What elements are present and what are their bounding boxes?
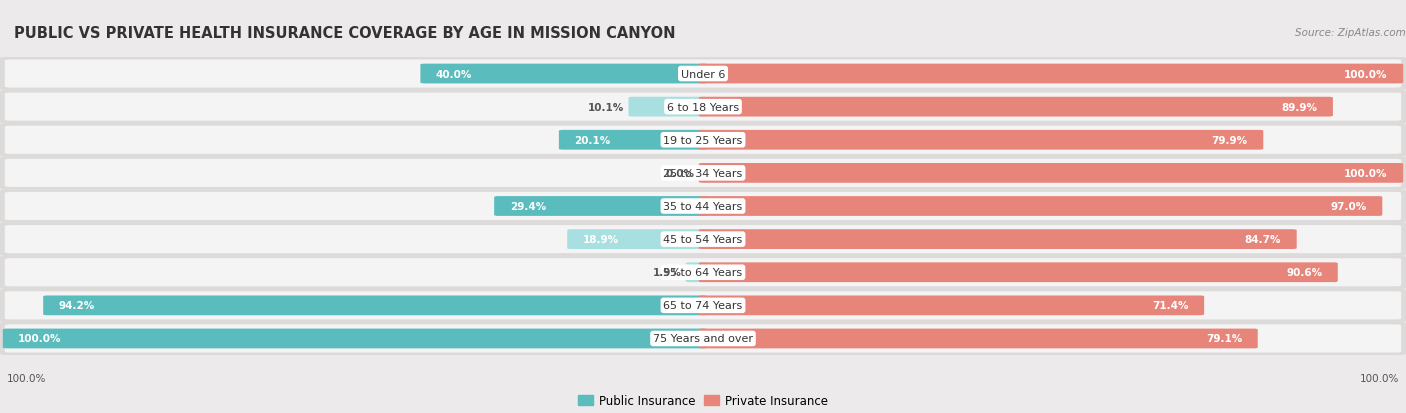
- Text: 97.0%: 97.0%: [1330, 202, 1367, 211]
- Text: 35 to 44 Years: 35 to 44 Years: [664, 202, 742, 211]
- FancyBboxPatch shape: [699, 197, 1382, 216]
- Text: 89.9%: 89.9%: [1281, 102, 1317, 112]
- Legend: Public Insurance, Private Insurance: Public Insurance, Private Insurance: [574, 389, 832, 412]
- Text: 45 to 54 Years: 45 to 54 Years: [664, 235, 742, 244]
- FancyBboxPatch shape: [699, 329, 1258, 349]
- Text: 10.1%: 10.1%: [588, 102, 624, 112]
- FancyBboxPatch shape: [0, 157, 1406, 190]
- FancyBboxPatch shape: [4, 192, 1402, 221]
- Text: 55 to 64 Years: 55 to 64 Years: [664, 268, 742, 278]
- Text: PUBLIC VS PRIVATE HEALTH INSURANCE COVERAGE BY AGE IN MISSION CANYON: PUBLIC VS PRIVATE HEALTH INSURANCE COVER…: [14, 26, 675, 40]
- Text: 100.0%: 100.0%: [18, 334, 62, 344]
- Text: 40.0%: 40.0%: [436, 69, 472, 79]
- Text: 6 to 18 Years: 6 to 18 Years: [666, 102, 740, 112]
- FancyBboxPatch shape: [4, 292, 1402, 320]
- FancyBboxPatch shape: [4, 126, 1402, 154]
- FancyBboxPatch shape: [0, 289, 1406, 322]
- Text: 0.0%: 0.0%: [665, 169, 695, 178]
- FancyBboxPatch shape: [699, 164, 1403, 183]
- FancyBboxPatch shape: [0, 124, 1406, 157]
- FancyBboxPatch shape: [0, 91, 1406, 124]
- Text: 18.9%: 18.9%: [582, 235, 619, 244]
- Text: 25 to 34 Years: 25 to 34 Years: [664, 169, 742, 178]
- FancyBboxPatch shape: [699, 64, 1403, 84]
- FancyBboxPatch shape: [44, 296, 707, 316]
- FancyBboxPatch shape: [699, 296, 1204, 316]
- FancyBboxPatch shape: [699, 97, 1333, 117]
- Text: 20.1%: 20.1%: [575, 135, 610, 145]
- FancyBboxPatch shape: [3, 329, 707, 349]
- FancyBboxPatch shape: [0, 256, 1406, 289]
- FancyBboxPatch shape: [494, 197, 707, 216]
- Text: 19 to 25 Years: 19 to 25 Years: [664, 135, 742, 145]
- Text: 90.6%: 90.6%: [1286, 268, 1322, 278]
- FancyBboxPatch shape: [699, 131, 1264, 150]
- FancyBboxPatch shape: [0, 322, 1406, 355]
- Text: 29.4%: 29.4%: [509, 202, 546, 211]
- FancyBboxPatch shape: [686, 263, 707, 282]
- Text: 1.9%: 1.9%: [652, 268, 682, 278]
- FancyBboxPatch shape: [567, 230, 707, 249]
- FancyBboxPatch shape: [560, 131, 707, 150]
- Text: 84.7%: 84.7%: [1244, 235, 1281, 244]
- FancyBboxPatch shape: [699, 263, 1337, 282]
- FancyBboxPatch shape: [628, 97, 707, 117]
- Text: 65 to 74 Years: 65 to 74 Years: [664, 301, 742, 311]
- FancyBboxPatch shape: [4, 60, 1402, 88]
- Text: Source: ZipAtlas.com: Source: ZipAtlas.com: [1295, 28, 1406, 38]
- FancyBboxPatch shape: [4, 93, 1402, 121]
- Text: 94.2%: 94.2%: [59, 301, 94, 311]
- Text: 79.9%: 79.9%: [1212, 135, 1249, 145]
- FancyBboxPatch shape: [420, 64, 707, 84]
- Text: 75 Years and over: 75 Years and over: [652, 334, 754, 344]
- FancyBboxPatch shape: [4, 159, 1402, 188]
- FancyBboxPatch shape: [699, 230, 1296, 249]
- Text: 100.0%: 100.0%: [7, 373, 46, 383]
- Text: 71.4%: 71.4%: [1152, 301, 1188, 311]
- Text: Under 6: Under 6: [681, 69, 725, 79]
- FancyBboxPatch shape: [0, 58, 1406, 91]
- Text: 100.0%: 100.0%: [1360, 373, 1399, 383]
- Text: 79.1%: 79.1%: [1206, 334, 1243, 344]
- FancyBboxPatch shape: [0, 223, 1406, 256]
- Text: 100.0%: 100.0%: [1344, 69, 1388, 79]
- FancyBboxPatch shape: [4, 259, 1402, 287]
- FancyBboxPatch shape: [4, 225, 1402, 254]
- Text: 100.0%: 100.0%: [1344, 169, 1388, 178]
- FancyBboxPatch shape: [4, 325, 1402, 353]
- FancyBboxPatch shape: [0, 190, 1406, 223]
